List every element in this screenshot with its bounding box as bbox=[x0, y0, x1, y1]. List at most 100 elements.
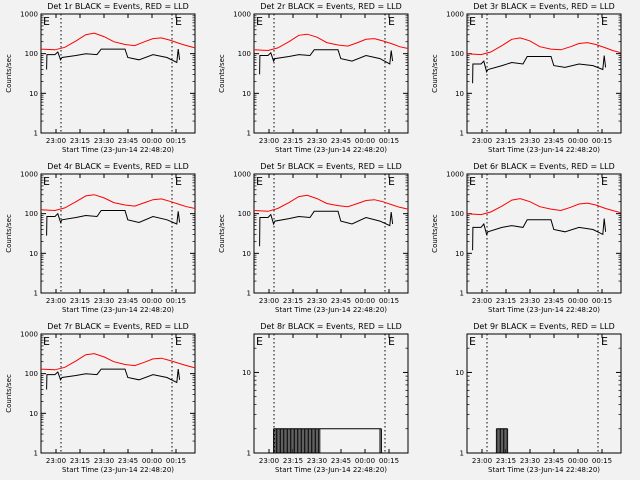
y-axis-label: Counts/sec bbox=[218, 214, 226, 253]
y-tick-label: 10 bbox=[455, 250, 464, 258]
detector-panel-9: Det 9r BLACK = Events, RED = LLD 1 10 23:00… bbox=[455, 322, 622, 474]
y-tick-label: 100 bbox=[25, 50, 38, 58]
y-tick-label: 1 bbox=[34, 130, 38, 138]
x-tick-label: 00:00 bbox=[568, 297, 588, 305]
x-axis-label: Start Time (23-Jun-14 22:48:20) bbox=[488, 306, 600, 314]
y-tick-label: 1 bbox=[460, 290, 464, 298]
y-tick-label: 10 bbox=[242, 90, 251, 98]
plot-title: Det 7r BLACK = Events, RED = LLD bbox=[47, 322, 189, 331]
events-series-line bbox=[472, 218, 607, 251]
x-tick-label: 23:00 bbox=[46, 137, 66, 145]
plot-title: Det 9r BLACK = Events, RED = LLD bbox=[473, 322, 615, 331]
x-tick-label: 23:45 bbox=[331, 457, 351, 465]
x-axis-label: Start Time (23-Jun-14 22:48:20) bbox=[488, 146, 600, 154]
y-axis-label: Counts/sec bbox=[5, 374, 13, 413]
lld-series-line bbox=[40, 194, 196, 212]
x-tick-label: 23:15 bbox=[496, 137, 516, 145]
x-tick-label: 23:15 bbox=[283, 297, 303, 305]
lld-series-line bbox=[466, 198, 622, 216]
y-tick-label: 100 bbox=[238, 50, 251, 58]
lld-series-line bbox=[253, 33, 409, 52]
detector-panel-7: Det 7r BLACK = Events, RED = LLD 1 10 100 10… bbox=[5, 322, 196, 474]
y-axis-label: Counts/sec bbox=[5, 214, 13, 253]
e-marker: E bbox=[256, 15, 263, 28]
plot-frame bbox=[466, 13, 622, 134]
e-marker: E bbox=[43, 335, 50, 348]
y-axis-label: Counts/sec bbox=[5, 54, 13, 93]
x-tick-label: 00:00 bbox=[355, 457, 375, 465]
y-tick-label: 1 bbox=[247, 290, 251, 298]
x-axis-label: Start Time (23-Jun-14 22:48:20) bbox=[488, 466, 600, 474]
e-marker: E bbox=[43, 175, 50, 188]
y-tick-label: 10 bbox=[29, 90, 38, 98]
x-tick-label: 23:30 bbox=[307, 137, 327, 145]
e-marker: E bbox=[175, 15, 182, 28]
detector-panel-3: Det 3r BLACK = Events, RED = LLD 1 10 100 10… bbox=[431, 2, 622, 154]
y-tick-label: 100 bbox=[25, 210, 38, 218]
x-tick-label: 23:00 bbox=[259, 457, 279, 465]
x-tick-label: 23:30 bbox=[520, 137, 540, 145]
x-axis-label: Start Time (23-Jun-14 22:48:20) bbox=[275, 306, 387, 314]
x-tick-label: 23:00 bbox=[46, 297, 66, 305]
plot-frame bbox=[466, 333, 622, 454]
y-axis-label: Counts/sec bbox=[431, 54, 439, 93]
y-tick-label: 1000 bbox=[20, 331, 38, 339]
x-tick-label: 23:15 bbox=[496, 457, 516, 465]
plot-frame bbox=[466, 173, 622, 294]
x-tick-label: 00:00 bbox=[355, 297, 375, 305]
y-tick-label: 100 bbox=[238, 210, 251, 218]
plot-title: Det 3r BLACK = Events, RED = LLD bbox=[473, 2, 615, 11]
detector-panel-2: Det 2r BLACK = Events, RED = LLD 1 10 100 10… bbox=[218, 2, 409, 154]
x-tick-label: 23:15 bbox=[70, 297, 90, 305]
y-tick-label: 100 bbox=[451, 50, 464, 58]
detector-panel-4: Det 4r BLACK = Events, RED = LLD 1 10 100 10… bbox=[5, 162, 196, 314]
y-axis-label: Counts/sec bbox=[431, 214, 439, 253]
y-tick-label: 1 bbox=[247, 450, 251, 458]
x-tick-label: 00:00 bbox=[355, 137, 375, 145]
y-tick-label: 1 bbox=[34, 450, 38, 458]
x-tick-label: 23:30 bbox=[94, 137, 114, 145]
plot-title: Det 2r BLACK = Events, RED = LLD bbox=[260, 2, 402, 11]
x-tick-label: 00:15 bbox=[592, 297, 612, 305]
x-tick-label: 00:15 bbox=[379, 297, 399, 305]
x-tick-label: 00:15 bbox=[166, 137, 186, 145]
e-marker: E bbox=[601, 175, 608, 188]
x-tick-label: 23:00 bbox=[472, 137, 492, 145]
y-tick-label: 10 bbox=[242, 369, 251, 377]
plot-frame bbox=[253, 173, 409, 294]
x-tick-label: 23:00 bbox=[472, 457, 492, 465]
detector-panel-1: Det 1r BLACK = Events, RED = LLD 1 10 100 10… bbox=[5, 2, 196, 154]
x-tick-label: 23:45 bbox=[544, 297, 564, 305]
detector-panel-5: Det 5r BLACK = Events, RED = LLD 1 10 100 10… bbox=[218, 162, 409, 314]
y-tick-label: 10 bbox=[242, 250, 251, 258]
lld-series-line bbox=[253, 194, 409, 212]
y-tick-label: 1 bbox=[460, 450, 464, 458]
x-tick-label: 23:45 bbox=[544, 457, 564, 465]
x-tick-label: 23:45 bbox=[331, 297, 351, 305]
x-tick-label: 00:15 bbox=[592, 457, 612, 465]
x-axis-label: Start Time (23-Jun-14 22:48:20) bbox=[62, 146, 174, 154]
x-axis-label: Start Time (23-Jun-14 22:48:20) bbox=[62, 466, 174, 474]
lld-series-line bbox=[40, 32, 196, 51]
x-tick-label: 00:00 bbox=[568, 137, 588, 145]
y-tick-label: 1000 bbox=[20, 11, 38, 19]
y-tick-label: 1 bbox=[247, 130, 251, 138]
y-tick-label: 10 bbox=[455, 369, 464, 377]
y-tick-label: 1 bbox=[34, 290, 38, 298]
x-tick-label: 23:30 bbox=[94, 297, 114, 305]
detector-panel-6: Det 6r BLACK = Events, RED = LLD 1 10 100 10… bbox=[431, 162, 622, 314]
x-tick-label: 23:00 bbox=[472, 297, 492, 305]
plot-frame bbox=[40, 13, 196, 134]
e-marker: E bbox=[256, 175, 263, 188]
y-tick-label: 10 bbox=[29, 250, 38, 258]
x-tick-label: 23:15 bbox=[496, 297, 516, 305]
plot-title: Det 1r BLACK = Events, RED = LLD bbox=[47, 2, 189, 11]
y-tick-label: 1 bbox=[460, 130, 464, 138]
events-series-line bbox=[259, 49, 394, 75]
plot-frame bbox=[253, 333, 409, 454]
e-marker: E bbox=[388, 335, 395, 348]
y-tick-label: 10 bbox=[29, 410, 38, 418]
e-marker: E bbox=[256, 335, 263, 348]
x-tick-label: 23:45 bbox=[118, 457, 138, 465]
e-marker: E bbox=[388, 175, 395, 188]
